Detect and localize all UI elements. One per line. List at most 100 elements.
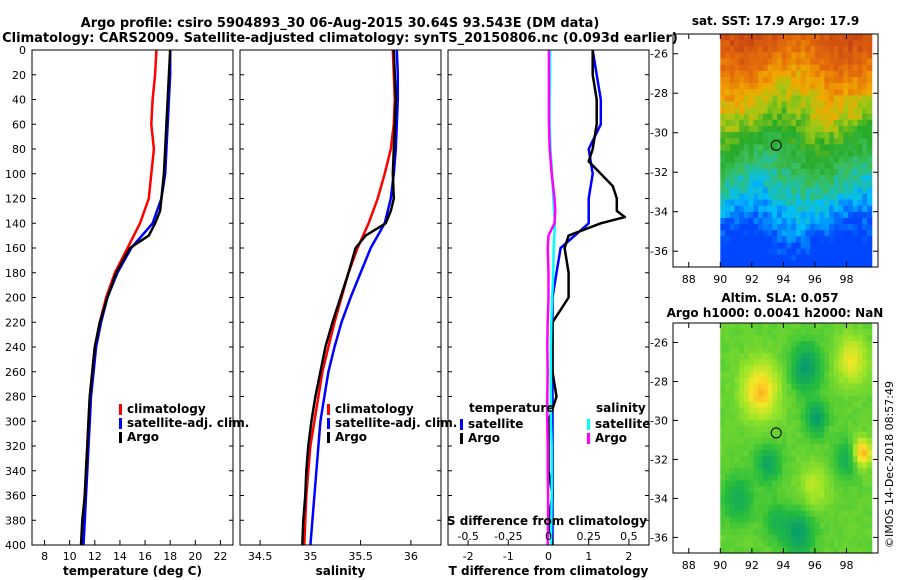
heat-cell (720, 236, 726, 244)
heat-cell (739, 230, 745, 237)
heat-cell (843, 347, 849, 354)
heat-cell (748, 205, 755, 213)
heat-cell (777, 89, 783, 96)
y-tick-label: 280 (5, 391, 26, 404)
legend-swatch (119, 418, 122, 429)
heat-cell (843, 89, 849, 96)
heat-cell (862, 389, 868, 397)
heat-cell (810, 341, 816, 348)
heat-cell (753, 187, 759, 195)
heat-cell (814, 389, 821, 397)
heat-cell (753, 504, 759, 512)
heat-cell (739, 52, 745, 60)
heat-cell (805, 199, 811, 207)
heat-cell (848, 341, 854, 348)
x-tick-label: 18 (163, 550, 177, 563)
heat-cell (805, 254, 811, 262)
heat-cell (843, 254, 849, 262)
heat-cell (791, 107, 797, 115)
heat-cell (810, 150, 816, 158)
heat-cell (824, 150, 830, 158)
heat-cell (829, 329, 835, 336)
top-x-tick-label: 0.5 (620, 530, 638, 543)
heat-cell (848, 107, 854, 115)
heat-cell (833, 205, 840, 213)
heat-cell (805, 329, 811, 336)
heat-cell (748, 46, 755, 53)
heat-cell (796, 456, 802, 463)
heat-cell (852, 425, 859, 433)
heat-cell (862, 413, 868, 421)
heat-cell (857, 119, 863, 127)
heat-cell (814, 444, 821, 451)
heat-cell (800, 504, 807, 512)
heat-cell (739, 444, 745, 451)
heat-cell (786, 52, 792, 60)
heat-cell (833, 450, 840, 457)
heat-cell (810, 510, 816, 518)
heat-cell (758, 492, 764, 500)
heat-cell (814, 504, 821, 512)
heat-cell (857, 125, 863, 133)
y-tick-label: -28 (650, 87, 668, 100)
heat-cell (866, 113, 873, 121)
heat-cell (819, 510, 825, 518)
heat-cell (739, 254, 745, 262)
heat-cell (814, 395, 821, 403)
heat-cell (762, 101, 769, 109)
heat-cell (781, 522, 788, 530)
heat-cell (866, 260, 873, 268)
heat-cell (800, 492, 807, 500)
heat-cell (857, 444, 863, 451)
heat-cell (777, 419, 783, 427)
heat-cell (725, 248, 731, 256)
heat-cell (762, 504, 769, 512)
y-tick-label: 180 (5, 267, 26, 280)
heat-cell (852, 419, 859, 427)
heat-cell (777, 175, 783, 182)
heat-cell (791, 365, 797, 373)
heat-cell (720, 248, 726, 256)
heat-cell (800, 34, 807, 41)
heat-cell (810, 132, 816, 139)
heat-cell (781, 89, 788, 96)
heat-cell (857, 359, 863, 366)
heat-cell (772, 341, 778, 348)
heat-cell (824, 468, 830, 475)
heat-cell (772, 323, 778, 330)
heat-cell (748, 534, 755, 542)
heat-cell (838, 46, 844, 53)
legend-label: satellite-adj. clim. (335, 416, 457, 430)
heat-cell (729, 236, 736, 244)
heat-cell (833, 444, 840, 451)
heat-cell (866, 217, 873, 225)
heat-cell (725, 347, 731, 354)
heat-cell (781, 395, 788, 403)
heat-cell (805, 438, 811, 445)
heat-cell (734, 181, 740, 188)
heat-cell (743, 462, 750, 469)
heat-cell (720, 504, 726, 512)
heat-cell (810, 498, 816, 506)
heat-cell (833, 193, 840, 201)
x-tick-label: 12 (88, 550, 102, 563)
heat-cell (786, 462, 792, 469)
heat-cell (838, 113, 844, 121)
heat-cell (758, 438, 764, 445)
heat-cell (720, 413, 726, 421)
heat-cell (748, 254, 755, 262)
heat-cell (772, 156, 778, 164)
heat-cell (852, 119, 859, 127)
heat-cell (833, 540, 840, 548)
heat-cell (857, 113, 863, 121)
heat-cell (862, 64, 868, 72)
heat-cell (866, 34, 873, 41)
heat-cell (852, 353, 859, 360)
heat-cell (781, 248, 788, 256)
heat-cell (777, 76, 783, 84)
heat-cell (791, 540, 797, 548)
heat-cell (758, 230, 764, 237)
heat-cell (814, 419, 821, 427)
heat-cell (833, 534, 840, 542)
heat-cell (805, 211, 811, 219)
